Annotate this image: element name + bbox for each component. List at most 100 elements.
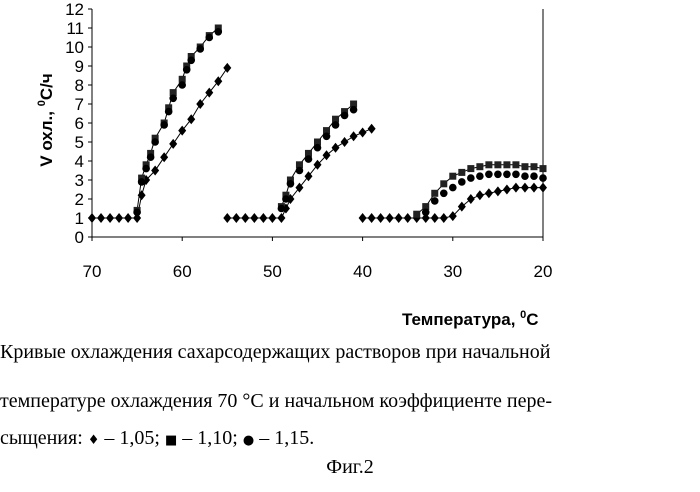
y-tick-label: 8	[75, 76, 84, 95]
y-tick-label: 7	[75, 95, 84, 114]
data-point-diamond	[494, 186, 502, 196]
data-point-square	[467, 165, 474, 172]
y-axis-title-unit: C/ч	[37, 73, 56, 100]
data-point-diamond	[332, 143, 340, 153]
data-point-circle	[278, 205, 286, 213]
data-point-circle	[305, 155, 313, 163]
x-axis-title-main: Температура,	[402, 310, 520, 329]
data-point-circle	[282, 195, 290, 203]
data-point-square	[440, 180, 447, 187]
data-point-square	[503, 161, 510, 168]
data-point-diamond	[359, 213, 367, 223]
x-axis-title-unit: C	[526, 310, 538, 329]
data-point-diamond	[115, 213, 123, 223]
series-line	[92, 68, 227, 218]
series-square	[134, 25, 547, 218]
data-point-diamond	[404, 213, 412, 223]
data-point-diamond	[106, 213, 114, 223]
y-tick-label: 9	[75, 57, 84, 76]
data-point-diamond	[268, 213, 276, 223]
y-axis-title-main: V охл.,	[37, 106, 56, 166]
data-point-diamond	[395, 213, 403, 223]
data-point-diamond	[503, 185, 511, 195]
data-point-diamond	[124, 213, 132, 223]
data-point-diamond	[467, 194, 475, 204]
caption-line-2: температуре охлаждения 70 °С и начальном…	[0, 390, 700, 413]
plot-frame	[92, 9, 543, 237]
data-point-diamond	[539, 183, 547, 193]
y-tick-label: 3	[75, 171, 84, 190]
data-point-circle	[178, 81, 186, 89]
caption-line-3: сыщения: ♦ – 1,05; ■ – 1,10; ● – 1,15.	[0, 427, 700, 450]
data-point-square	[413, 211, 420, 218]
data-point-square	[512, 161, 519, 168]
data-point-diamond	[359, 128, 367, 138]
data-point-circle	[296, 167, 304, 175]
data-point-square	[540, 165, 547, 172]
data-point-circle	[476, 172, 484, 180]
data-point-square	[476, 163, 483, 170]
data-point-circle	[350, 106, 358, 114]
data-point-circle	[142, 165, 150, 173]
data-point-circle	[521, 172, 529, 180]
data-point-diamond	[232, 213, 240, 223]
legend-square-icon: ■	[165, 433, 177, 448]
data-point-square	[485, 161, 492, 168]
data-point-square	[431, 190, 438, 197]
data-point-diamond	[512, 183, 520, 193]
data-point-diamond	[277, 213, 285, 223]
data-point-diamond	[368, 213, 376, 223]
data-point-circle	[147, 153, 155, 161]
x-tick-label: 50	[263, 262, 282, 281]
x-ticks: 70 60 50 40 30 20	[83, 237, 553, 281]
data-point-circle	[160, 121, 168, 129]
y-tick-label: 1	[75, 209, 84, 228]
y-tick-label: 10	[65, 38, 84, 57]
data-point-circle	[494, 171, 502, 179]
y-tick-label: 11	[66, 19, 84, 38]
y-axis-title: V охл., 0C/ч	[36, 73, 56, 166]
data-point-diamond	[241, 213, 249, 223]
data-point-circle	[530, 172, 538, 180]
x-tick-label: 70	[83, 262, 102, 281]
figure-label: Фиг.2	[0, 456, 700, 479]
data-point-circle	[183, 66, 191, 74]
data-point-diamond	[530, 183, 538, 193]
data-point-diamond	[485, 188, 493, 198]
x-axis-title: Температура, 0C	[402, 309, 539, 329]
data-point-square	[521, 163, 528, 170]
data-point-diamond	[476, 190, 484, 200]
legend-text-3: – 1,15.	[254, 427, 314, 449]
data-point-diamond	[250, 213, 258, 223]
x-tick-label: 20	[534, 262, 553, 281]
legend-diamond-icon: ♦	[88, 433, 100, 448]
data-point-circle	[151, 138, 159, 146]
series-group	[88, 25, 547, 224]
data-point-circle	[431, 197, 439, 205]
x-tick-label: 30	[443, 262, 462, 281]
data-point-circle	[323, 133, 331, 141]
data-point-circle	[187, 57, 195, 65]
data-point-circle	[196, 45, 204, 53]
y-tick-label: 12	[65, 0, 84, 19]
data-point-circle	[169, 95, 177, 103]
caption-line-1: Кривые охлаждения сахарсодержащих раство…	[0, 341, 700, 364]
data-point-circle	[165, 108, 173, 116]
data-point-circle	[214, 28, 222, 36]
data-point-diamond	[368, 124, 376, 134]
legend-circle-icon: ●	[243, 433, 254, 448]
data-point-circle	[332, 121, 340, 129]
data-point-circle	[205, 34, 213, 42]
data-point-diamond	[97, 213, 105, 223]
data-point-circle	[440, 190, 448, 198]
data-point-square	[458, 169, 465, 176]
data-point-square	[449, 173, 456, 180]
data-point-diamond	[386, 213, 394, 223]
data-point-diamond	[341, 137, 349, 147]
data-point-circle	[467, 174, 475, 182]
x-tick-label: 60	[173, 262, 192, 281]
y-tick-label: 2	[75, 190, 84, 209]
data-point-square	[494, 161, 501, 168]
data-point-circle	[314, 144, 322, 152]
x-tick-label: 40	[353, 262, 372, 281]
